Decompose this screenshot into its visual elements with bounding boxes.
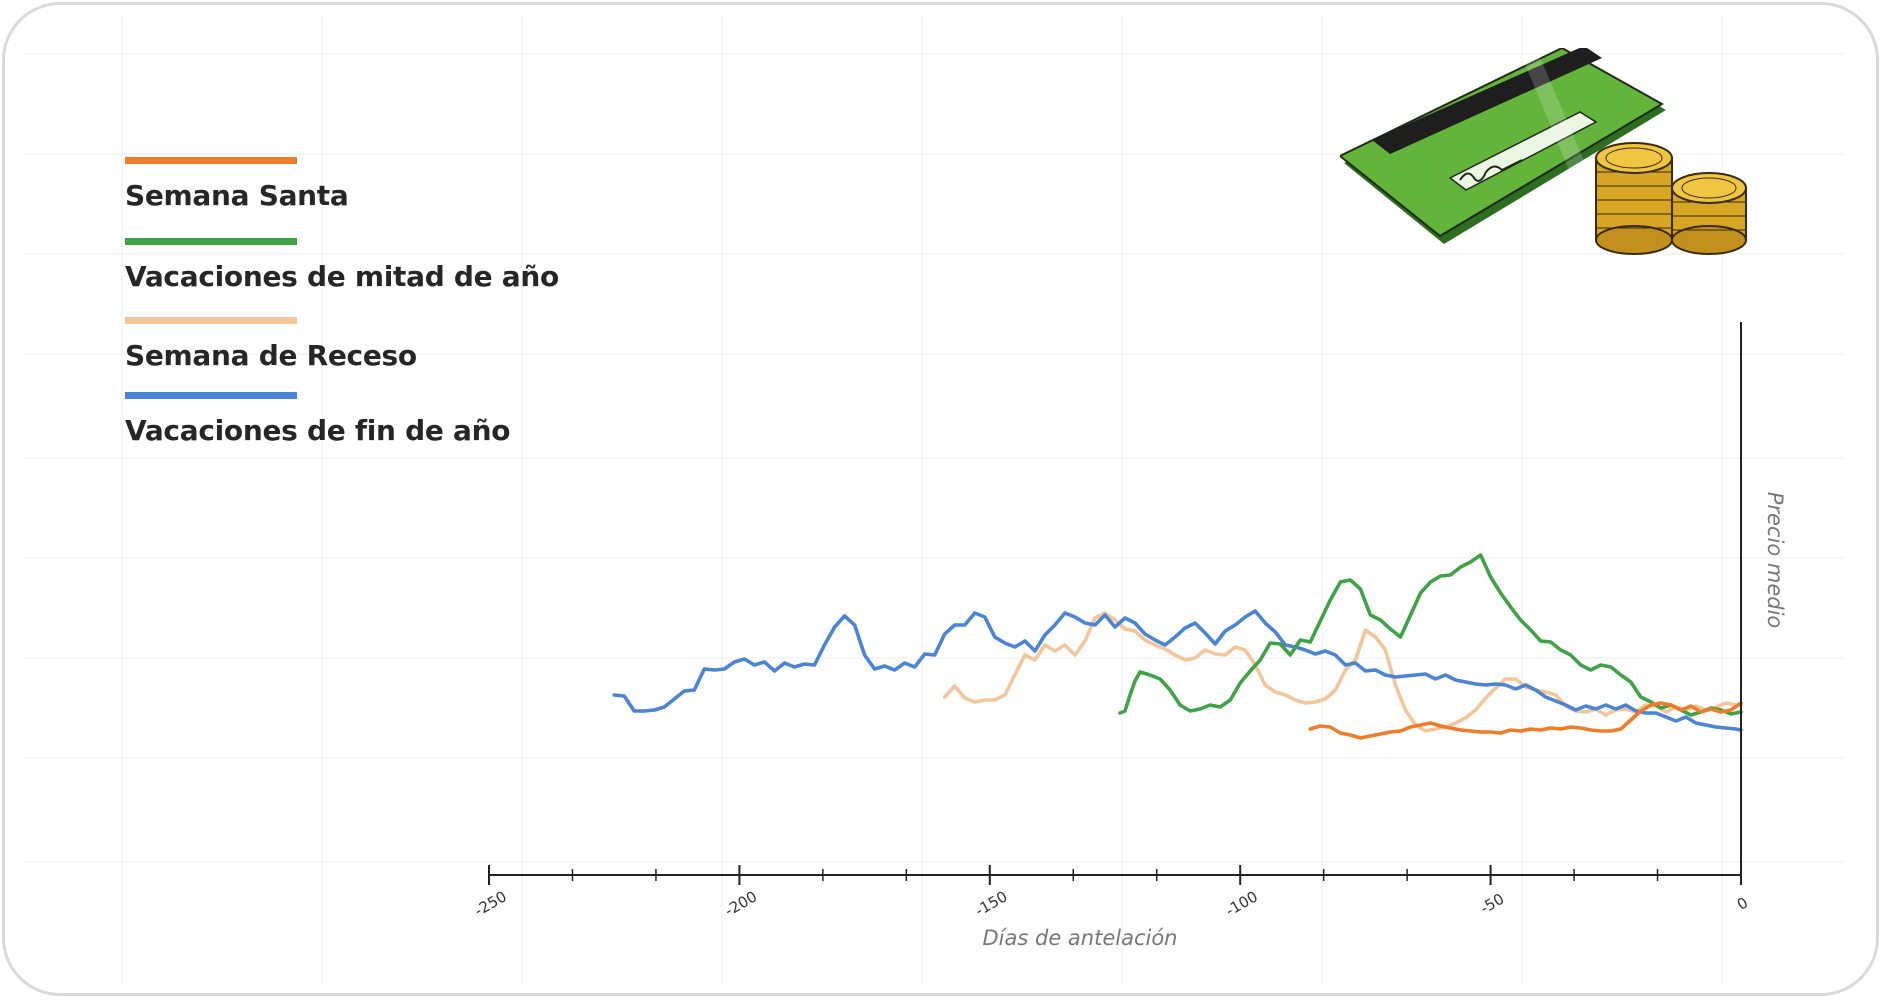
x-tick-label: 0: [1734, 893, 1751, 913]
legend-swatch: [125, 157, 297, 164]
x-tick-label: -200: [722, 887, 760, 920]
axes: [489, 322, 1742, 876]
y-axis-label: Precio medio: [1763, 492, 1787, 629]
series-layer: [612, 553, 1743, 740]
series-line-4: [612, 609, 1743, 732]
legend-label: Vacaciones de fin de año: [125, 414, 511, 447]
series-line-2: [1118, 553, 1743, 717]
x-tick-label: -100: [1222, 887, 1260, 920]
legend-label: Semana de Receso: [125, 339, 417, 372]
grid: [22, 18, 1845, 985]
x-tick-label: -150: [972, 887, 1010, 920]
x-tick-label: -250: [471, 887, 509, 920]
legend-label: Vacaciones de mitad de año: [125, 260, 559, 293]
coin-stack-large-icon: [1595, 142, 1673, 255]
legend-swatch: [125, 317, 297, 324]
series-line-1: [1308, 701, 1743, 740]
legend-swatch: [125, 392, 297, 399]
legend-swatch: [125, 238, 297, 245]
legend-label: Semana Santa: [125, 179, 349, 212]
x-ticks: -250 -200 -150 -100 -50 0: [471, 865, 1751, 920]
x-tick-label: -50: [1477, 890, 1507, 918]
series-line-3: [942, 611, 1743, 733]
x-axis-label: Días de antelación: [983, 926, 1178, 950]
credit-card-and-coins-illustration: [1340, 48, 1747, 255]
credit-card-icon: [1340, 48, 1666, 244]
coin-stack-small-icon: [1671, 172, 1747, 255]
